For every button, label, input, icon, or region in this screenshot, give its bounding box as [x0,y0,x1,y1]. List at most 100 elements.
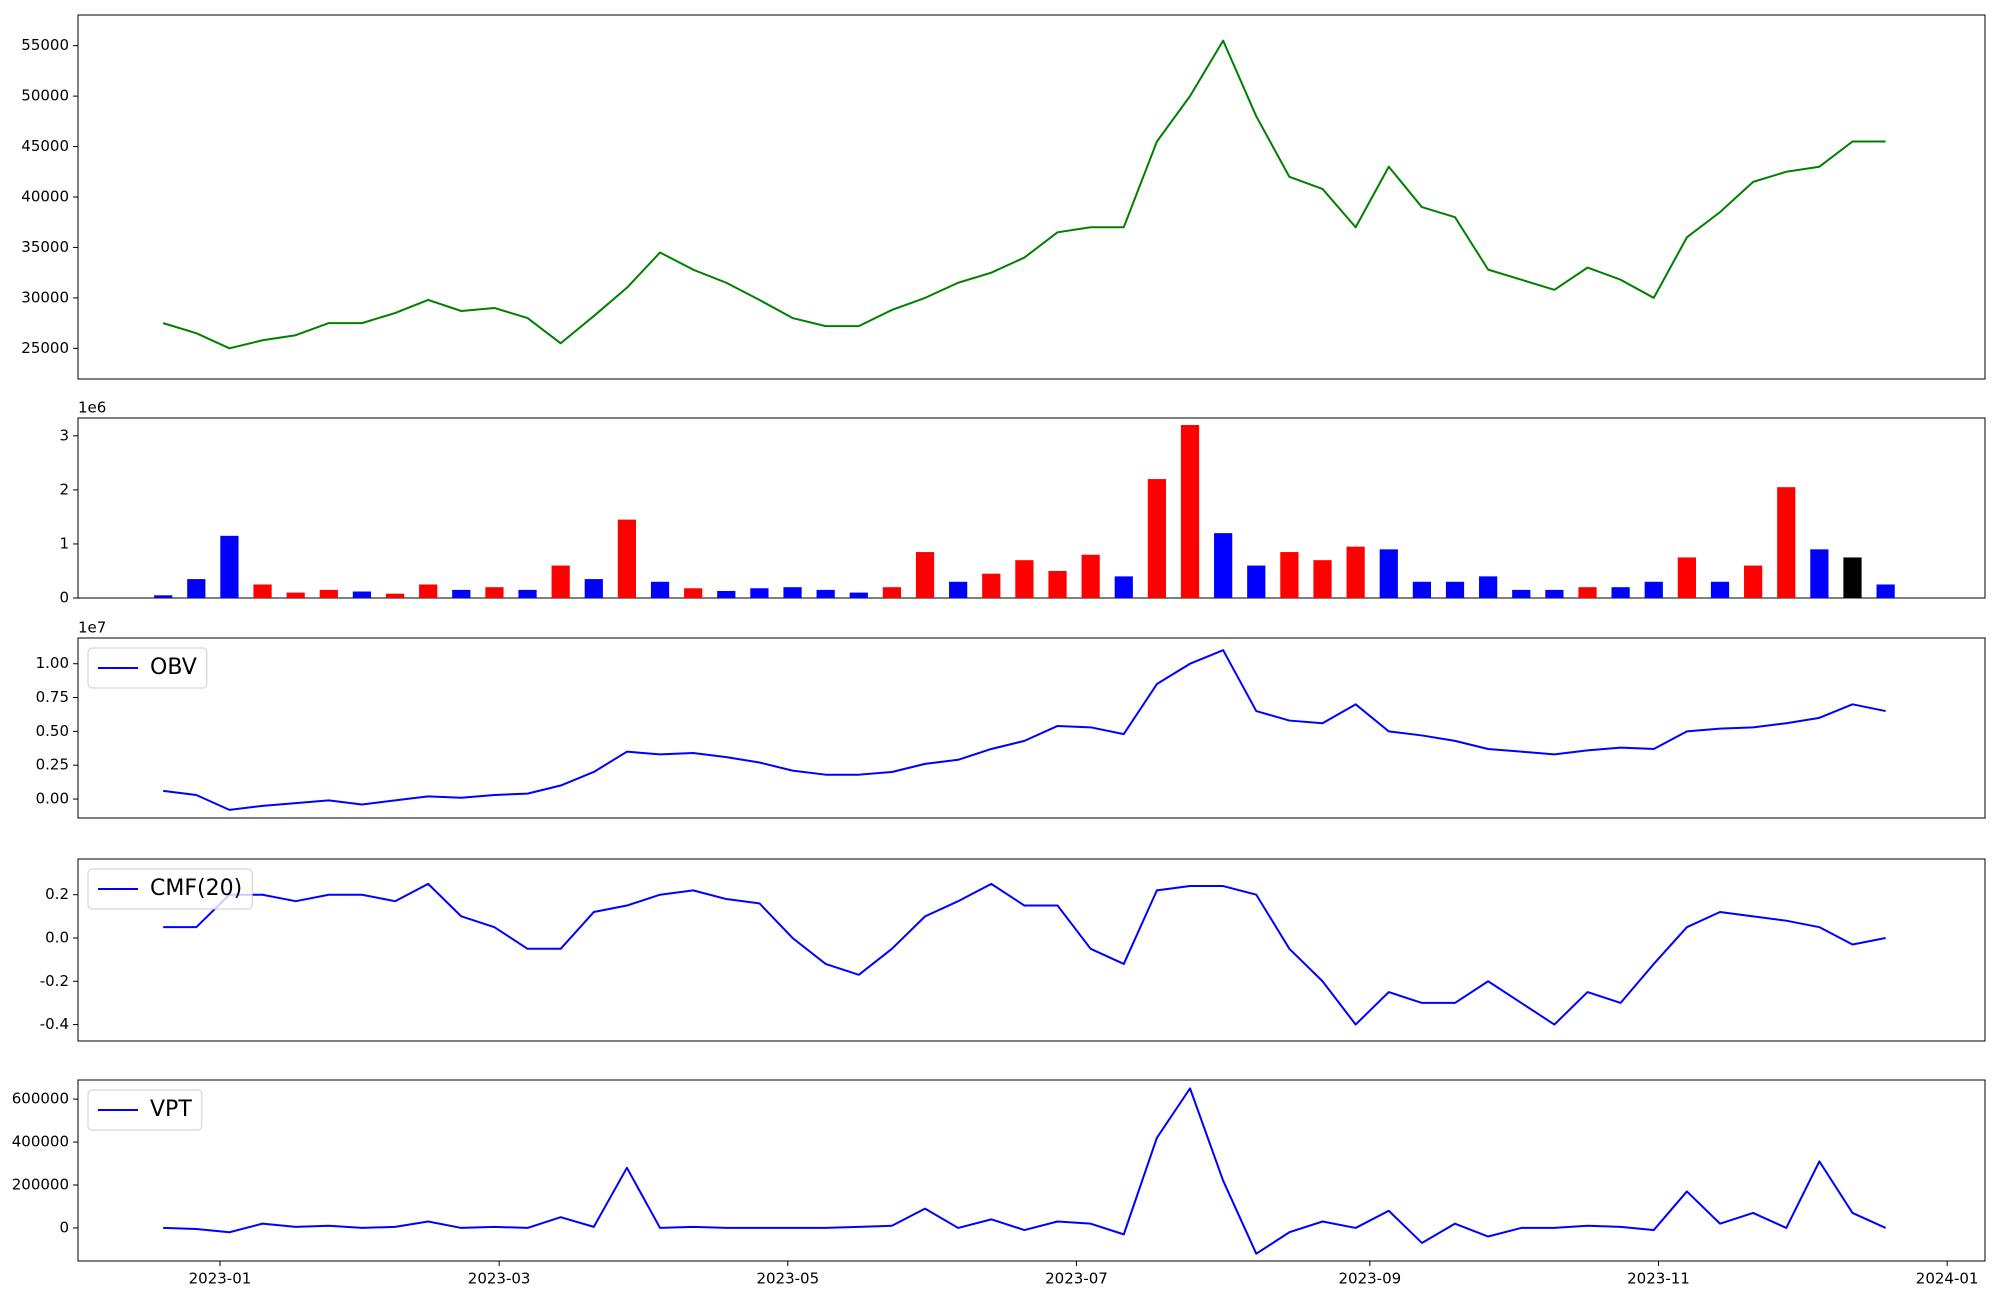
y-tick-label: 200000 [12,1175,69,1193]
x-tick-label: 2023-07 [1045,1270,1108,1288]
panel: 0 200000 400000 600000 2023-01 2023-03 2023-05… [12,1079,1986,1288]
volume-bar [1578,587,1597,598]
volume-bar [253,584,272,598]
volume-bar [154,595,173,598]
y-tick-label: 50000 [21,87,69,105]
volume-bar [882,587,902,598]
volume-bar [717,590,736,598]
y-tick-label: 3 [59,426,69,444]
volume-bar [1777,487,1796,598]
legend: CMF(20) [87,868,253,910]
volume-bar [1280,552,1299,598]
plot-frame [77,858,1986,1042]
volume-bar [617,519,637,598]
volume-bar [551,565,570,598]
volume-bar [1247,565,1266,598]
y-tick-label: 2 [59,480,69,498]
data-line [163,882,1886,1026]
volume-bar [419,584,438,598]
volume-bar [220,535,239,598]
y-tick-label: 600000 [12,1090,69,1108]
volume-bar [1048,570,1067,598]
y-tick-label: 0.50 [36,722,69,740]
volume-bar [518,589,537,598]
volume-bar [849,592,868,598]
volume-bar [915,552,935,598]
volume-bar [1744,565,1763,598]
x-tick-label: 2024-01 [1916,1270,1979,1288]
plot-frame [77,14,1986,380]
volume-bar [385,593,405,598]
y-tick-label: 25000 [21,339,69,357]
volume-bar [1479,576,1498,598]
y-tick-label: 45000 [21,137,69,155]
y-tick-label: 400000 [12,1133,69,1151]
legend-label: OBV [150,655,197,680]
x-tick-label: 2023-11 [1627,1270,1690,1288]
volume-bar [1313,560,1332,598]
y-tick-label: 1.00 [36,654,69,672]
legend: OBV [87,647,208,689]
x-tick-label: 2023-03 [468,1270,531,1288]
data-line [163,649,1886,811]
y-tick-label: 0.0 [45,928,69,946]
volume-bar [1644,581,1663,598]
y-tick-label: -0.2 [40,972,69,990]
x-tick-label: 2023-01 [189,1270,252,1288]
volume-bar [1114,576,1133,598]
legend: VPT [87,1089,203,1131]
volume-bar [982,573,1001,598]
volume-bar [452,589,471,598]
volume-bar [187,579,206,598]
volume-bar [286,592,305,598]
volume-bar [684,588,703,598]
volume-bar [1512,589,1531,598]
volume-bar [584,579,603,598]
plot-frame [77,1079,1986,1262]
volume-bar [1015,560,1034,598]
y-tick-label: 35000 [21,238,69,256]
legend-frame [87,647,208,689]
panel: 25000 30000 35000 40000 45000 50000 55000 [21,14,1986,380]
volume-bar [1379,549,1398,598]
volume-bar [1214,533,1233,598]
data-line [162,39,1886,350]
y-offset-label: 1e7 [78,619,106,637]
panel: -0.4 -0.2 0.0 0.2 CMF(20) [40,858,1986,1042]
volume-bar [485,587,504,598]
y-tick-label: 0.2 [45,885,69,903]
y-tick-label: 0 [59,589,69,607]
y-tick-label: 0 [59,1218,69,1236]
volume-bar [1611,587,1630,598]
volume-bar [1843,557,1862,598]
panel: 0 1 2 3 1e6 [59,399,1986,607]
x-tick-label: 2023-09 [1338,1270,1401,1288]
y-offset-label: 1e6 [78,399,106,417]
volume-bar [352,591,372,598]
volume-bar [1710,581,1730,598]
y-tick-label: 0.25 [36,756,69,774]
legend-label: CMF(20) [150,876,242,901]
volume-bar [1412,581,1431,598]
y-tick-label: 55000 [21,36,69,54]
volume-bar [1346,546,1365,598]
x-tick-label: 2023-05 [756,1270,819,1288]
volume-bar [783,587,802,598]
y-tick-label: 40000 [21,188,69,206]
volume-bar [816,589,835,598]
y-tick-label: -0.4 [40,1015,69,1033]
volume-bar [1810,549,1829,598]
volume-bar [319,589,338,598]
volume-bar [1147,479,1167,598]
y-tick-label: 0.75 [36,688,69,706]
y-tick-label: 30000 [21,288,69,306]
legend-frame [87,868,253,910]
volume-bar [1180,425,1200,598]
y-tick-label: 1 [59,534,69,552]
volume-bar [1677,557,1696,598]
volume-bar [949,581,968,598]
data-line [163,1087,1887,1255]
volume-bar [650,581,670,598]
panel: 0.00 0.25 0.50 0.75 1.00 1e7 OBV [36,619,1986,819]
